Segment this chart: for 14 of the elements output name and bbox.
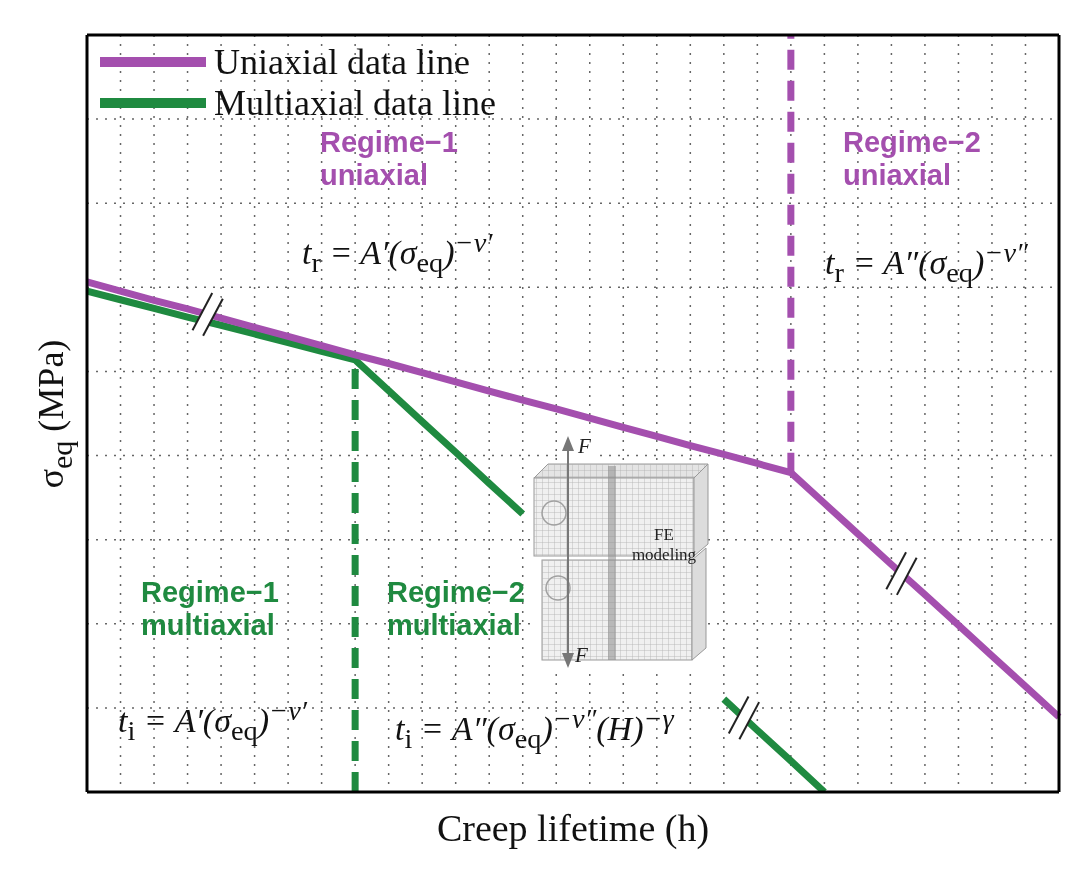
text: Regime−1 uniaxial <box>320 126 459 193</box>
text: t$_{r}$ = A′(σ$_{eq}$)$^{−ν′}$ <box>302 226 493 281</box>
annotation: Regime−1 multiaxial <box>141 576 280 643</box>
x-axis-title: Creep lifetime (h) <box>435 806 711 851</box>
annotation: t$_{i}$ = A′(σ$_{eq}$)$^{−ν′}$ <box>118 694 307 749</box>
annotation: t$_{r}$ = A″(σ$_{eq}$)$^{−ν″}$ <box>825 236 1028 291</box>
annotation: t$_{i}$ = A″(σ$_{eq}$)$^{−ν″}$(H)$^{−γ}$ <box>395 702 674 757</box>
annotation: F <box>575 643 588 669</box>
legend-label: Multiaxial data line <box>214 82 496 123</box>
annotation: Regime−2 multiaxial <box>387 576 526 643</box>
text: Regime−2 uniaxial <box>843 126 982 193</box>
legend-label: Uniaxial data line <box>214 41 470 82</box>
annotation: F <box>578 434 591 460</box>
annotation: FE modeling <box>630 525 698 566</box>
